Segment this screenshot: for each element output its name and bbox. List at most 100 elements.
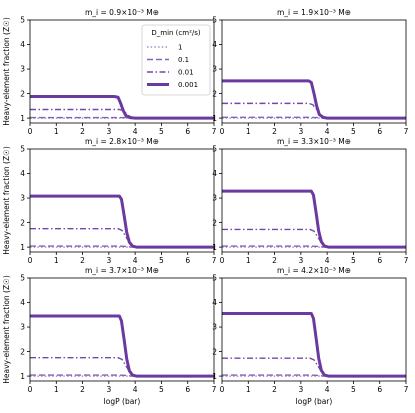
y-axis-label: Heavy-element fraction (Z☉) (2, 146, 11, 255)
x-tick-label: 4 (325, 385, 330, 394)
legend-label-1: 1 (178, 44, 182, 52)
x-axis-label: logP (bar) (296, 397, 333, 406)
x-tick-label: 5 (159, 127, 164, 136)
y-tick-label: 5 (212, 145, 217, 154)
y-tick-label: 3 (20, 194, 25, 203)
legend: D_min (cm²/s) 1 0.1 0.01 0.001 (141, 24, 211, 96)
x-tick-label: 6 (377, 385, 382, 394)
panel-title: m_i = 3.7×10⁻³ M⊕ (85, 266, 159, 275)
x-tick-label: 7 (212, 127, 217, 136)
y-tick-label: 1 (20, 243, 25, 252)
x-tick-label: 6 (377, 256, 382, 265)
y-tick-label: 3 (20, 323, 25, 332)
x-tick-label: 2 (272, 385, 277, 394)
x-tick-label: 7 (404, 256, 409, 265)
panel-1: 1 2 3 4 5 0 1 2 3 4 5 6 7 m_i = 0.9×10⁻³ M⊕ Heavy-elem… (2, 8, 217, 136)
series-line-0.01 (30, 357, 214, 377)
x-tick-label: 2 (80, 385, 85, 394)
x-tick-label: 5 (351, 127, 356, 136)
series-line-0.001 (222, 79, 406, 120)
x-tick-label: 4 (133, 256, 138, 265)
series-line-0.001 (222, 189, 406, 249)
x-tick-label: 6 (185, 256, 190, 265)
series-line-0.001 (222, 312, 406, 378)
x-tick-label: 3 (106, 256, 111, 265)
y-tick-label: 2 (20, 347, 25, 356)
x-tick-label: 3 (106, 127, 111, 136)
x-tick-label: 1 (246, 385, 251, 394)
x-axis-label: logP (bar) (104, 397, 141, 406)
y-tick-label: 2 (212, 89, 217, 98)
x-tick-label: 0 (28, 127, 33, 136)
y-tick-label: 4 (212, 298, 217, 307)
y-tick-label: 3 (20, 65, 25, 74)
x-tick-label: 0 (220, 385, 225, 394)
series-line-0.001 (30, 314, 214, 378)
y-tick-label: 2 (20, 218, 25, 227)
plot-frame (29, 277, 215, 382)
x-tick-label: 3 (298, 127, 303, 136)
plot-frame (29, 19, 215, 124)
x-tick-label: 1 (54, 385, 59, 394)
x-tick-label: 3 (106, 385, 111, 394)
y-axis-label: Heavy-element fraction (Z☉) (2, 17, 11, 126)
legend-box (141, 24, 211, 96)
x-tick-label: 2 (80, 256, 85, 265)
x-tick-label: 5 (159, 256, 164, 265)
series-line-0.01 (222, 357, 406, 377)
panel-title: m_i = 3.3×10⁻³ M⊕ (277, 137, 351, 146)
y-tick-label: 2 (20, 89, 25, 98)
y-tick-label: 5 (212, 16, 217, 25)
y-tick-label: 4 (20, 169, 25, 178)
x-tick-label: 5 (351, 385, 356, 394)
panel-title: m_i = 0.9×10⁻³ M⊕ (85, 8, 159, 17)
x-tick-label: 2 (272, 127, 277, 136)
x-tick-label: 0 (220, 256, 225, 265)
y-tick-label: 4 (20, 40, 25, 49)
y-tick-label: 1 (212, 243, 217, 252)
x-tick-label: 7 (212, 256, 217, 265)
x-tick-label: 2 (272, 256, 277, 265)
x-tick-label: 4 (325, 127, 330, 136)
y-tick-label: 2 (212, 347, 217, 356)
series-line-0.001 (30, 194, 214, 249)
x-tick-label: 1 (246, 256, 251, 265)
x-tick-label: 5 (159, 385, 164, 394)
x-tick-label: 7 (212, 385, 217, 394)
panel-title: m_i = 1.9×10⁻³ M⊕ (277, 8, 351, 17)
y-tick-label: 1 (212, 114, 217, 123)
x-tick-label: 2 (80, 127, 85, 136)
x-tick-label: 5 (351, 256, 356, 265)
y-tick-label: 5 (212, 274, 217, 283)
y-tick-label: 4 (20, 298, 25, 307)
x-tick-label: 0 (28, 256, 33, 265)
plot-frame (221, 148, 407, 253)
x-tick-label: 6 (185, 127, 190, 136)
x-tick-label: 7 (404, 385, 409, 394)
y-tick-label: 3 (212, 194, 217, 203)
plot-frame (221, 277, 407, 382)
legend-label-0.001: 0.001 (178, 81, 198, 89)
x-tick-label: 3 (298, 385, 303, 394)
x-tick-label: 0 (220, 127, 225, 136)
x-tick-label: 6 (377, 127, 382, 136)
x-tick-label: 4 (133, 385, 138, 394)
legend-title: D_min (cm²/s) (151, 29, 201, 37)
x-tick-label: 0 (28, 385, 33, 394)
x-tick-label: 1 (54, 127, 59, 136)
series-line-0.001 (30, 95, 214, 120)
x-tick-label: 4 (133, 127, 138, 136)
panel-title: m_i = 2.8×10⁻³ M⊕ (85, 137, 159, 146)
plot-frame (29, 148, 215, 253)
x-tick-label: 7 (404, 127, 409, 136)
y-tick-label: 3 (212, 323, 217, 332)
y-tick-label: 1 (212, 372, 217, 381)
legend-label-0.1: 0.1 (178, 56, 189, 64)
y-tick-label: 3 (212, 65, 217, 74)
y-tick-label: 5 (20, 145, 25, 154)
